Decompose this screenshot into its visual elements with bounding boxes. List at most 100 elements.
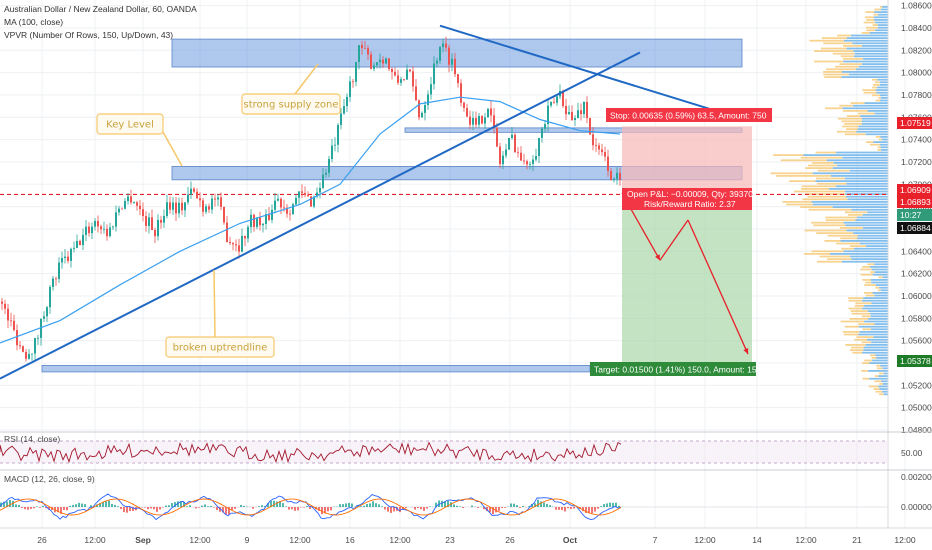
candle xyxy=(370,51,372,70)
volume-bar-up xyxy=(800,206,833,208)
candle-body xyxy=(352,81,354,83)
candle xyxy=(124,198,126,210)
volume-bar-up xyxy=(827,234,858,237)
candle-body xyxy=(91,226,93,234)
candle xyxy=(568,105,570,115)
volume-bar-up xyxy=(808,164,838,167)
candle-body xyxy=(334,144,336,146)
candle-body xyxy=(310,196,312,207)
candle-body xyxy=(460,83,462,103)
candle-body xyxy=(184,202,186,211)
projection-segment[interactable] xyxy=(659,219,689,261)
supply-zone[interactable] xyxy=(171,38,743,68)
candle xyxy=(238,238,240,259)
volume-bar-up xyxy=(846,115,861,117)
volume-bar-up xyxy=(809,39,844,42)
candle-body xyxy=(490,108,492,116)
macd-histogram-bar xyxy=(63,507,65,510)
trendlines[interactable] xyxy=(0,24,716,380)
candle-body xyxy=(223,206,225,223)
downtrendline[interactable] xyxy=(439,24,716,112)
candle xyxy=(304,186,306,198)
candle xyxy=(115,205,117,232)
volume-bar-down xyxy=(858,333,888,336)
broken-uptrendline[interactable] xyxy=(0,51,641,380)
macd-histogram-bar xyxy=(48,507,50,510)
volume-bar-up xyxy=(861,370,869,372)
volume-bar-up xyxy=(770,172,813,175)
volume-bar-down xyxy=(877,86,888,89)
candle-body xyxy=(49,286,51,308)
candle-body xyxy=(178,202,180,214)
support-zone[interactable] xyxy=(41,365,591,373)
candle xyxy=(532,155,534,172)
price-tick-label: 1.07200 xyxy=(901,157,932,167)
volume-bar-up xyxy=(875,390,883,393)
candle-body xyxy=(469,116,471,125)
macd-histogram-bar xyxy=(459,506,461,507)
pnl-label-bg xyxy=(622,188,752,210)
candle xyxy=(421,111,423,118)
candle xyxy=(244,235,246,247)
volume-bar-up xyxy=(843,333,859,336)
candle xyxy=(106,224,108,241)
volume-bar-down xyxy=(844,177,888,180)
candle xyxy=(274,192,276,214)
volume-bar-up xyxy=(843,45,862,47)
volume-bar-up xyxy=(823,73,849,76)
candle-body xyxy=(487,108,489,118)
candle xyxy=(118,205,120,216)
macd-histogram-bar xyxy=(609,502,611,507)
stop-loss-zone[interactable] xyxy=(622,126,752,198)
key-level-callout-text: Key Level xyxy=(106,120,154,131)
candle-body xyxy=(412,71,414,87)
candle xyxy=(457,74,459,88)
candle-body xyxy=(397,75,399,83)
candle-body xyxy=(454,58,456,75)
volume-bar-up xyxy=(866,29,876,32)
macd-histogram-bar xyxy=(477,507,479,508)
macd-histogram-bar xyxy=(471,505,473,507)
trendline-callout[interactable]: broken uptrendline xyxy=(165,269,275,358)
price-badge-bg xyxy=(897,184,932,196)
macd-histogram-bar xyxy=(201,505,203,507)
callouts[interactable]: strong supply zone Key Level broken uptren… xyxy=(96,63,341,358)
take-profit-zone[interactable] xyxy=(622,197,752,366)
candle-body xyxy=(220,197,222,207)
volume-bar-down xyxy=(875,21,888,24)
volume-bar-up xyxy=(840,55,854,58)
candle xyxy=(109,222,111,238)
candle-body xyxy=(232,243,234,245)
volume-bar-down xyxy=(876,91,888,94)
volume-bar-up xyxy=(800,188,830,190)
candle xyxy=(499,142,501,169)
candle-body xyxy=(61,258,63,263)
candle xyxy=(583,101,585,118)
candle xyxy=(160,215,162,229)
candle-body xyxy=(592,134,594,146)
candle-body xyxy=(193,188,195,192)
time-axis[interactable]: 26 12:00 Sep 12:00 9 12:00 16 12:00 23 26 Oct 7 12:0… xyxy=(0,527,932,545)
candle-body xyxy=(328,159,330,173)
macd-histogram-bar xyxy=(276,501,278,507)
volume-bar-up xyxy=(826,258,852,260)
volume-bar-down xyxy=(866,245,888,247)
volume-bar-up xyxy=(816,177,845,180)
macd-histogram-bar xyxy=(504,507,506,508)
key-level-callout[interactable]: Key Level xyxy=(96,113,183,167)
volume-bar-down xyxy=(837,164,888,167)
candle xyxy=(172,197,174,216)
candle xyxy=(262,222,264,233)
supply-callout[interactable]: strong supply zone xyxy=(241,63,341,115)
price-tick-label: 1.05000 xyxy=(901,403,932,413)
candle-body xyxy=(112,226,114,228)
volume-bar-up xyxy=(848,214,863,216)
macd-histogram-bar xyxy=(219,507,221,512)
candle-body xyxy=(82,234,84,246)
candle-body xyxy=(316,192,318,197)
volume-bar-down xyxy=(871,341,888,344)
candle-body xyxy=(337,124,339,145)
projection-segment[interactable] xyxy=(687,219,749,355)
position-tool[interactable] xyxy=(0,126,888,366)
